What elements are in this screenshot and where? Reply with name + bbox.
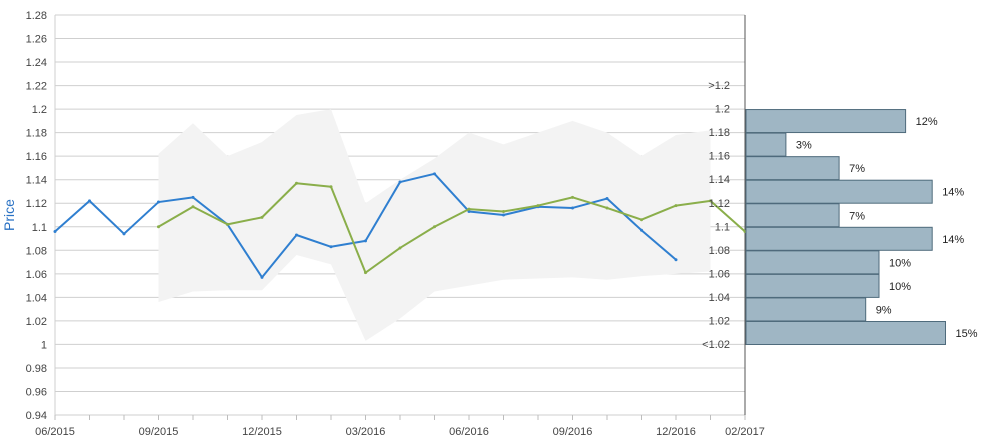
- bar-1: [745, 109, 907, 134]
- bar-value-label-7: 10%: [889, 257, 911, 269]
- y-tick-label-9: 1.12: [26, 198, 47, 210]
- bar-category-label-11: <1.02: [702, 339, 730, 351]
- y-tick-label-14: 1.22: [26, 81, 47, 93]
- series-1-point-4: [191, 205, 195, 209]
- x-tick-label-3: 03/2016: [346, 426, 386, 438]
- series-0-point-15: [571, 206, 574, 210]
- bar-2: [745, 132, 787, 157]
- bar-value-label-3: 7%: [849, 163, 865, 175]
- y-tick-label-15: 1.24: [26, 57, 47, 69]
- bar-category-label-1: 1.2: [715, 104, 730, 116]
- bar-category-label-9: 1.04: [709, 292, 730, 304]
- x-tick-label-6: 12/2016: [656, 426, 696, 438]
- series-0-point-7: [295, 233, 298, 237]
- bar-6: [745, 226, 933, 251]
- series-1-line: [157, 182, 746, 274]
- bar-value-label-2: 3%: [796, 140, 812, 152]
- y-tick-label-13: 1.2: [32, 104, 47, 116]
- series-0-point-3: [157, 200, 160, 204]
- bar-3: [745, 156, 840, 181]
- y-tick-label-5: 1.04: [26, 292, 47, 304]
- series-0-point-6: [260, 275, 264, 279]
- series-0-point-8: [329, 245, 333, 249]
- series-1-point-7: [295, 181, 298, 185]
- y-tick-label-17: 1.28: [26, 10, 47, 22]
- bar-4: [745, 179, 933, 204]
- series-1-point-12: [467, 207, 471, 211]
- x-tick-label-2: 12/2015: [242, 426, 282, 438]
- series-0-point-9: [364, 239, 367, 243]
- series-0-point-16: [605, 197, 609, 201]
- bar-category-label-0: >1.2: [708, 80, 730, 92]
- bar-value-label-6: 14%: [942, 234, 964, 246]
- y-tick-label-8: 1.1: [32, 222, 47, 234]
- y-tick-label-7: 1.08: [26, 245, 47, 257]
- y-axis-title: Price: [1, 199, 17, 231]
- bar-value-label-5: 7%: [849, 210, 865, 222]
- series-1-point-19: [709, 199, 712, 203]
- y-tick-label-12: 1.18: [26, 128, 47, 140]
- series-1-point-3: [157, 225, 160, 229]
- bar-value-label-8: 10%: [889, 281, 911, 293]
- bar-5: [745, 203, 840, 228]
- series-1-point-15: [571, 195, 574, 199]
- series-0-point-1: [88, 199, 91, 203]
- bar-category-label-3: 1.16: [709, 151, 730, 163]
- series-1-point-5: [226, 222, 229, 226]
- bar-value-label-10: 15%: [956, 328, 978, 340]
- x-tick-label-7: 02/2017: [725, 426, 765, 438]
- x-tick-label-5: 09/2016: [553, 426, 593, 438]
- bar-value-label-1: 12%: [916, 116, 938, 128]
- bar-category-label-2: 1.18: [709, 127, 730, 139]
- bar-category-label-4: 1.14: [709, 174, 730, 186]
- series-1-point-9: [364, 271, 367, 275]
- series-0-point-2: [122, 232, 126, 236]
- series-0-point-18: [674, 258, 678, 262]
- y-tick-label-4: 1.02: [26, 316, 47, 328]
- series-1-point-8: [329, 185, 333, 189]
- y-tick-label-11: 1.16: [26, 151, 47, 163]
- range-band: [158, 109, 711, 341]
- y-tick-label-2: 0.98: [26, 363, 47, 375]
- y-tick-label-10: 1.14: [26, 175, 47, 187]
- series-1-point-14: [536, 204, 540, 208]
- series-0-point-10: [398, 180, 402, 184]
- series-0-point-13: [502, 213, 505, 217]
- series-1-point-13: [502, 209, 505, 213]
- series-0-point-4: [191, 195, 195, 199]
- series-1-point-18: [674, 204, 678, 208]
- series-1-point-6: [260, 215, 264, 219]
- x-tick-label-1: 09/2015: [139, 426, 179, 438]
- y-tick-label-3: 1: [41, 339, 47, 351]
- bar-category-label-7: 1.08: [709, 245, 730, 257]
- series-0-point-11: [433, 172, 436, 176]
- series-1-point-16: [605, 206, 609, 210]
- series-1-point-10: [398, 246, 402, 250]
- bar-category-label-10: 1.02: [709, 316, 730, 328]
- series-1-point-17: [640, 218, 643, 222]
- x-tick-label-0: 06/2015: [35, 426, 75, 438]
- y-tick-label-6: 1.06: [26, 269, 47, 281]
- series-1-point-11: [433, 225, 436, 229]
- bar-8: [745, 273, 880, 298]
- series-0-point-0: [53, 229, 57, 233]
- bar-value-label-4: 14%: [942, 187, 964, 199]
- bar-category-label-8: 1.06: [709, 268, 730, 280]
- series-0-point-12: [467, 209, 471, 213]
- y-tick-label-16: 1.26: [26, 34, 47, 46]
- bar-7: [745, 250, 880, 275]
- bar-9: [745, 297, 867, 322]
- y-tick-label-1: 0.96: [26, 386, 47, 398]
- bar-value-label-9: 9%: [876, 304, 892, 316]
- x-tick-label-4: 06/2016: [449, 426, 489, 438]
- series-0-point-17: [640, 228, 643, 232]
- bar-category-label-5: 1.12: [709, 198, 730, 210]
- bar-10: [745, 321, 946, 345]
- y-tick-label-0: 0.94: [26, 410, 47, 422]
- bar-category-label-6: 1.1: [715, 221, 730, 233]
